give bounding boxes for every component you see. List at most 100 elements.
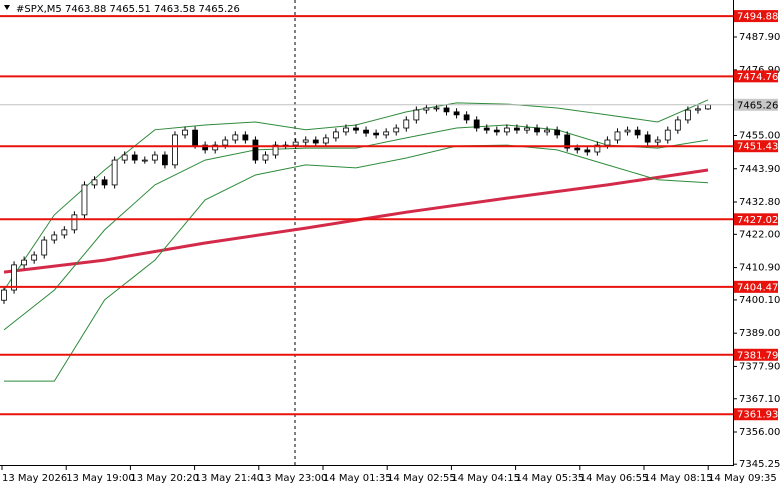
candle-body [31, 254, 38, 261]
current-price-box [734, 98, 778, 111]
x-tick-label: 14 May 04:15 [451, 473, 520, 484]
candle-body [353, 127, 359, 131]
level-label: 7494.88 [737, 12, 778, 23]
candle-body [544, 129, 550, 133]
indicator-line [3, 124, 709, 331]
candle-body [212, 144, 219, 151]
candle-body [272, 144, 279, 156]
candle-body [332, 131, 339, 139]
candle-body [483, 127, 490, 131]
candle-body [403, 119, 410, 129]
level-label: 7474.76 [737, 72, 778, 83]
level-label: 7427.02 [737, 215, 778, 226]
y-tick-label: 7422.00 [739, 229, 780, 240]
candle-body [654, 139, 661, 143]
candle-body [664, 129, 671, 141]
y-tick-label: 7367.10 [739, 394, 780, 405]
candle-body [101, 179, 108, 186]
candle-body [1, 289, 7, 301]
y-tick-label: 7432.80 [739, 197, 780, 208]
candle-body [524, 127, 530, 131]
x-tick-label: 14 May 05:35 [516, 473, 585, 484]
candle-body [21, 259, 28, 266]
candle-body [81, 184, 88, 216]
y-tick-label: 7356.00 [739, 427, 780, 438]
candle-body [383, 131, 390, 136]
level-label-box [734, 348, 778, 361]
level-label-box [734, 140, 778, 153]
chart-title: #SPX,M5 7463.88 7465.51 7463.58 7465.26 [16, 4, 240, 15]
candle-body [413, 109, 420, 121]
x-tick-label: 14 May 06:55 [580, 473, 649, 484]
candle-body [624, 129, 631, 133]
level-label-box [734, 408, 778, 421]
y-tick-label: 7455.00 [739, 131, 780, 142]
candle-body [292, 141, 299, 146]
candle-body [131, 154, 138, 161]
y-tick-label: 7410.90 [739, 263, 780, 274]
candle-body [51, 234, 58, 241]
candle-body [433, 107, 440, 110]
y-tick-label: 7389.00 [739, 328, 780, 339]
candle-body [182, 129, 188, 136]
candle-body [554, 129, 561, 136]
candle-body [674, 119, 681, 131]
level-label: 7381.79 [737, 350, 778, 361]
level-label: 7451.43 [737, 142, 778, 153]
x-tick-label: 13 May 23:00 [259, 473, 328, 484]
candle-body [322, 137, 329, 144]
candle-body [71, 214, 78, 231]
candle-body [302, 139, 309, 143]
candle-body [503, 127, 510, 133]
candle-body [614, 131, 621, 141]
y-tick-label: 7443.90 [739, 164, 780, 175]
candle-body [705, 104, 711, 110]
plot [1, 99, 711, 382]
y-tick-label: 7400.10 [739, 295, 780, 306]
candle-body [423, 107, 430, 111]
level-label-box [734, 280, 778, 293]
candle-body [242, 134, 249, 141]
y-tick-label: 7345.25 [739, 459, 780, 470]
candle-body [604, 139, 611, 146]
candle-body [111, 159, 118, 186]
level-label-box [734, 10, 778, 23]
candle-body [564, 134, 571, 149]
current-price-label: 7465.26 [737, 100, 778, 111]
candle-body [151, 154, 158, 161]
candle-body [373, 132, 380, 136]
candle-body [172, 134, 178, 166]
x-tick-label: 14 May 02:55 [387, 473, 456, 484]
y-tick-label: 7377.90 [739, 361, 780, 372]
candle-body [443, 107, 450, 113]
candle-body [393, 127, 400, 133]
candle-body [574, 147, 581, 151]
candle-body [644, 134, 651, 143]
candle-body [534, 127, 540, 133]
candle-body [162, 154, 168, 166]
candle-body [202, 144, 209, 151]
candle-body [192, 129, 198, 146]
level-label: 7404.47 [737, 282, 778, 293]
candle-body [252, 139, 259, 161]
candle-body [473, 119, 480, 129]
candle-body [493, 129, 500, 133]
candle-body [41, 239, 48, 256]
candle-body [61, 229, 68, 236]
candle-body [121, 154, 128, 161]
candle-body [453, 111, 460, 116]
candle-body [262, 154, 269, 161]
candle-body [232, 134, 239, 141]
candle-body [11, 264, 17, 291]
candle-body [91, 179, 98, 186]
candle-body [363, 129, 369, 134]
y-tick-label: 7487.90 [739, 32, 780, 43]
x-tick-label: 14 May 01:35 [323, 473, 392, 484]
x-tick-label: 13 May 19:00 [66, 473, 135, 484]
candle-body [141, 159, 148, 162]
level-label: 7361.93 [737, 410, 778, 421]
x-tick-label: 14 May 08:15 [644, 473, 713, 484]
candle-body [463, 114, 470, 121]
